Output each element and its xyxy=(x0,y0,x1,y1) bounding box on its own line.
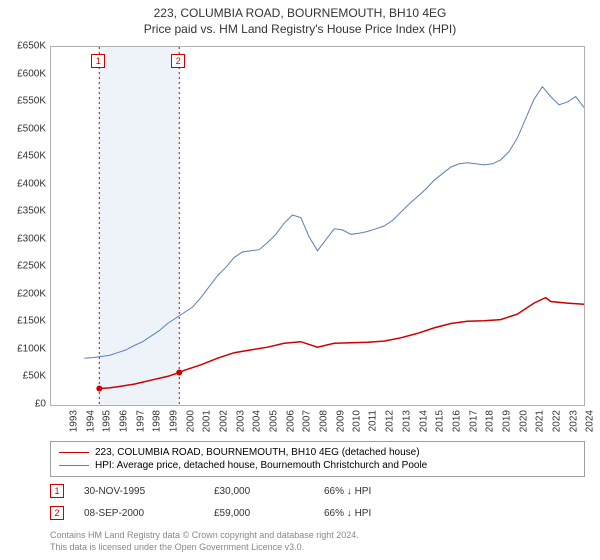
x-tick-label: 1993 xyxy=(68,410,79,432)
legend-swatch xyxy=(59,452,89,453)
x-tick-label: 1997 xyxy=(135,410,146,432)
x-tick-label: 2007 xyxy=(301,410,312,432)
x-tick-label: 2024 xyxy=(585,410,596,432)
y-tick-label: £500K xyxy=(4,123,46,134)
annotation-price: £30,000 xyxy=(214,486,324,497)
x-tick-label: 2012 xyxy=(385,410,396,432)
x-tick-label: 1994 xyxy=(85,410,96,432)
x-tick-label: 1995 xyxy=(102,410,113,432)
x-tick-label: 1999 xyxy=(168,410,179,432)
x-tick-label: 2003 xyxy=(235,410,246,432)
annotation-pct: 66% ↓ HPI xyxy=(324,508,371,519)
annotation-row-1: 1 30-NOV-1995 £30,000 66% ↓ HPI xyxy=(50,484,585,498)
x-tick-label: 2019 xyxy=(501,410,512,432)
y-tick-label: £0 xyxy=(4,399,46,410)
annotation-pct: 66% ↓ HPI xyxy=(324,486,371,497)
y-tick-label: £350K xyxy=(4,206,46,217)
x-tick-label: 2009 xyxy=(335,410,346,432)
x-tick-label: 1998 xyxy=(152,410,163,432)
footer-line-2: This data is licensed under the Open Gov… xyxy=(50,542,359,554)
footer-text: Contains HM Land Registry data © Crown c… xyxy=(50,530,359,553)
plot-area xyxy=(50,46,585,406)
y-tick-label: £550K xyxy=(4,96,46,107)
x-tick-label: 2016 xyxy=(451,410,462,432)
x-tick-label: 2005 xyxy=(268,410,279,432)
x-tick-label: 2006 xyxy=(285,410,296,432)
chart-marker-1: 1 xyxy=(91,54,105,68)
legend-item: HPI: Average price, detached house, Bour… xyxy=(59,459,576,472)
x-tick-label: 2000 xyxy=(185,410,196,432)
x-tick-label: 2011 xyxy=(367,410,378,432)
annotation-price: £59,000 xyxy=(214,508,324,519)
chart-title: 223, COLUMBIA ROAD, BOURNEMOUTH, BH10 4E… xyxy=(0,6,600,20)
legend-swatch xyxy=(59,465,89,466)
legend-label: 223, COLUMBIA ROAD, BOURNEMOUTH, BH10 4E… xyxy=(95,447,420,458)
x-tick-label: 2023 xyxy=(568,410,579,432)
y-tick-label: £650K xyxy=(4,41,46,52)
chart-marker-2: 2 xyxy=(171,54,185,68)
x-tick-label: 2014 xyxy=(418,410,429,432)
legend-label: HPI: Average price, detached house, Bour… xyxy=(95,460,427,471)
annotation-row-2: 2 08-SEP-2000 £59,000 66% ↓ HPI xyxy=(50,506,585,520)
annotation-marker-2: 2 xyxy=(50,506,64,520)
x-tick-label: 2020 xyxy=(518,410,529,432)
title-block: 223, COLUMBIA ROAD, BOURNEMOUTH, BH10 4E… xyxy=(0,0,600,36)
y-tick-label: £150K xyxy=(4,316,46,327)
x-tick-label: 2001 xyxy=(202,410,213,432)
y-tick-label: £100K xyxy=(4,343,46,354)
y-tick-label: £250K xyxy=(4,261,46,272)
x-tick-label: 2018 xyxy=(485,410,496,432)
x-tick-label: 2022 xyxy=(551,410,562,432)
annotation-date: 08-SEP-2000 xyxy=(84,508,214,519)
x-tick-label: 2015 xyxy=(435,410,446,432)
y-tick-label: £400K xyxy=(4,178,46,189)
x-tick-label: 2021 xyxy=(535,410,546,432)
chart-container: 223, COLUMBIA ROAD, BOURNEMOUTH, BH10 4E… xyxy=(0,0,600,560)
x-tick-label: 2010 xyxy=(351,410,362,432)
x-tick-label: 1996 xyxy=(118,410,129,432)
x-tick-label: 2004 xyxy=(251,410,262,432)
y-tick-label: £200K xyxy=(4,288,46,299)
annotation-date: 30-NOV-1995 xyxy=(84,486,214,497)
footer-line-1: Contains HM Land Registry data © Crown c… xyxy=(50,530,359,542)
legend-item: 223, COLUMBIA ROAD, BOURNEMOUTH, BH10 4E… xyxy=(59,446,576,459)
chart-subtitle: Price paid vs. HM Land Registry's House … xyxy=(0,22,600,36)
annotation-marker-1: 1 xyxy=(50,484,64,498)
y-tick-label: £50K xyxy=(4,371,46,382)
y-tick-label: £300K xyxy=(4,233,46,244)
x-tick-label: 2013 xyxy=(401,410,412,432)
x-tick-label: 2017 xyxy=(468,410,479,432)
y-tick-label: £450K xyxy=(4,151,46,162)
x-tick-label: 2008 xyxy=(318,410,329,432)
x-tick-label: 2002 xyxy=(218,410,229,432)
legend-box: 223, COLUMBIA ROAD, BOURNEMOUTH, BH10 4E… xyxy=(50,441,585,477)
y-tick-label: £600K xyxy=(4,68,46,79)
plot-svg xyxy=(51,47,584,405)
